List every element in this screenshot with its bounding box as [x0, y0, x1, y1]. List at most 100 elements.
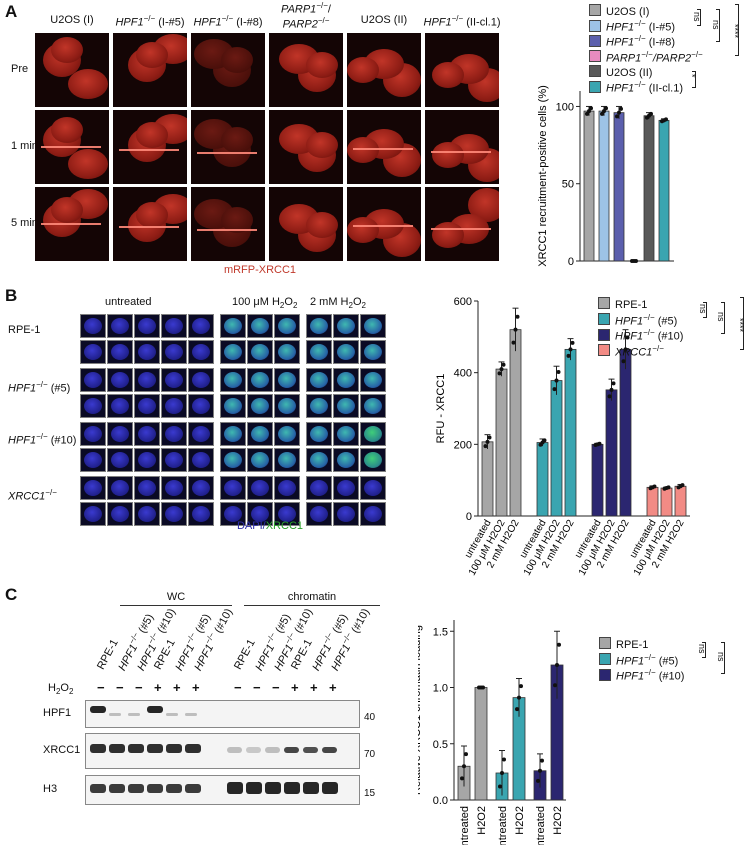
- nucleus: [192, 344, 210, 360]
- blot-band: [166, 713, 178, 716]
- blot-row-label: HPF1: [43, 707, 72, 719]
- column-header: U2OS (I): [50, 14, 94, 26]
- bar: [658, 119, 670, 262]
- blot-strip: [85, 700, 360, 728]
- data-point: [666, 485, 671, 490]
- micrograph-cell: [306, 340, 332, 364]
- nucleus: [347, 57, 379, 83]
- nucleus: [337, 452, 355, 468]
- nucleus: [165, 480, 183, 496]
- y-tick-label: 0: [568, 256, 574, 268]
- nucleus: [111, 372, 129, 388]
- blot-strip: [85, 733, 360, 769]
- y-tick-label: 400: [454, 368, 472, 380]
- micrograph-cell: [161, 502, 187, 526]
- sig-star: ****: [730, 24, 740, 39]
- bar: [474, 687, 488, 801]
- laser-stripe: [41, 146, 101, 148]
- micrograph-cell: [188, 314, 214, 338]
- data-point: [609, 387, 614, 392]
- laser-stripe: [41, 223, 101, 225]
- data-point: [553, 683, 557, 688]
- row-label: Pre: [11, 63, 29, 75]
- micrograph-cell: [306, 502, 332, 526]
- legend-swatch: [599, 668, 611, 681]
- micrograph-cell: [134, 448, 160, 472]
- nucleus: [251, 398, 269, 414]
- nucleus: [84, 506, 102, 522]
- micrograph-cell: [80, 476, 106, 500]
- micrograph-cell: [274, 448, 300, 472]
- blot-band: [90, 784, 106, 793]
- nucleus: [221, 47, 253, 73]
- micrograph-tile: [269, 187, 343, 261]
- bar: [591, 443, 604, 517]
- panel-b-label: B: [5, 286, 18, 305]
- nucleus: [51, 117, 83, 143]
- micrograph-cell: [333, 368, 359, 392]
- nucleus: [432, 142, 464, 168]
- y-axis-label: RFU - XRCC1: [435, 374, 447, 444]
- row-label: HPF1−/− (#10): [8, 432, 77, 447]
- bar: [564, 348, 577, 517]
- nucleus: [192, 372, 210, 388]
- x-tick-label: untreated: [535, 806, 547, 845]
- legend-swatch: [598, 328, 610, 341]
- blot-band: [147, 784, 163, 793]
- legend-item: PARP1−/−/PARP2−/−: [589, 50, 703, 64]
- nucleus: [224, 344, 242, 360]
- sig-ns: ns: [697, 644, 707, 654]
- micrograph-cell: [80, 314, 106, 338]
- micrograph-cell: [306, 422, 332, 446]
- nucleus: [251, 372, 269, 388]
- data-point: [554, 378, 559, 383]
- h2o2-sign: −: [97, 680, 105, 695]
- significance-bracket: [740, 297, 744, 350]
- data-point: [634, 259, 638, 263]
- bar: [583, 110, 595, 262]
- legend-swatch: [598, 313, 610, 326]
- nucleus: [310, 452, 328, 468]
- laser-stripe: [353, 225, 413, 227]
- legend-swatch: [589, 35, 601, 48]
- data-point: [615, 114, 619, 119]
- micrograph-cell: [80, 368, 106, 392]
- laser-stripe: [353, 148, 413, 150]
- legend-item: HPF1−/− (I-#8): [589, 34, 675, 49]
- legend-swatch: [599, 637, 611, 649]
- micrograph-cell: [247, 314, 273, 338]
- nucleus: [310, 426, 328, 442]
- nucleus: [310, 372, 328, 388]
- micrograph-cell: [247, 422, 273, 446]
- data-point: [589, 106, 593, 111]
- nucleus: [310, 344, 328, 360]
- blot-band: [246, 782, 262, 794]
- nucleus: [278, 452, 296, 468]
- legend-item: U2OS (I): [589, 4, 649, 18]
- nucleus: [165, 372, 183, 388]
- micrograph-cell: [107, 368, 133, 392]
- mw-marker: 40: [364, 712, 376, 723]
- nucleus: [278, 426, 296, 442]
- column-header: U2OS (II): [360, 14, 408, 26]
- micrograph-cell: [247, 368, 273, 392]
- data-point: [519, 684, 523, 689]
- micrograph-cell: [274, 476, 300, 500]
- nucleus: [111, 506, 129, 522]
- nucleus: [138, 480, 156, 496]
- y-axis-label: XRCC1 recruitment-positive cells (%): [537, 85, 549, 267]
- nucleus: [221, 207, 253, 233]
- data-point: [499, 367, 504, 372]
- x-tick-label: untreated: [459, 806, 471, 845]
- micrograph-cell: [333, 394, 359, 418]
- nucleus: [84, 318, 102, 334]
- data-point: [625, 335, 630, 340]
- data-point: [585, 111, 589, 116]
- row-label: HPF1−/− (#5): [8, 380, 71, 395]
- nucleus: [364, 344, 382, 360]
- caption-dapi: DAPI/: [236, 520, 266, 532]
- micrograph-cell: [333, 502, 359, 526]
- bar: [605, 389, 618, 517]
- micrograph-cell: [360, 394, 386, 418]
- chromatin-group-line: [244, 605, 380, 606]
